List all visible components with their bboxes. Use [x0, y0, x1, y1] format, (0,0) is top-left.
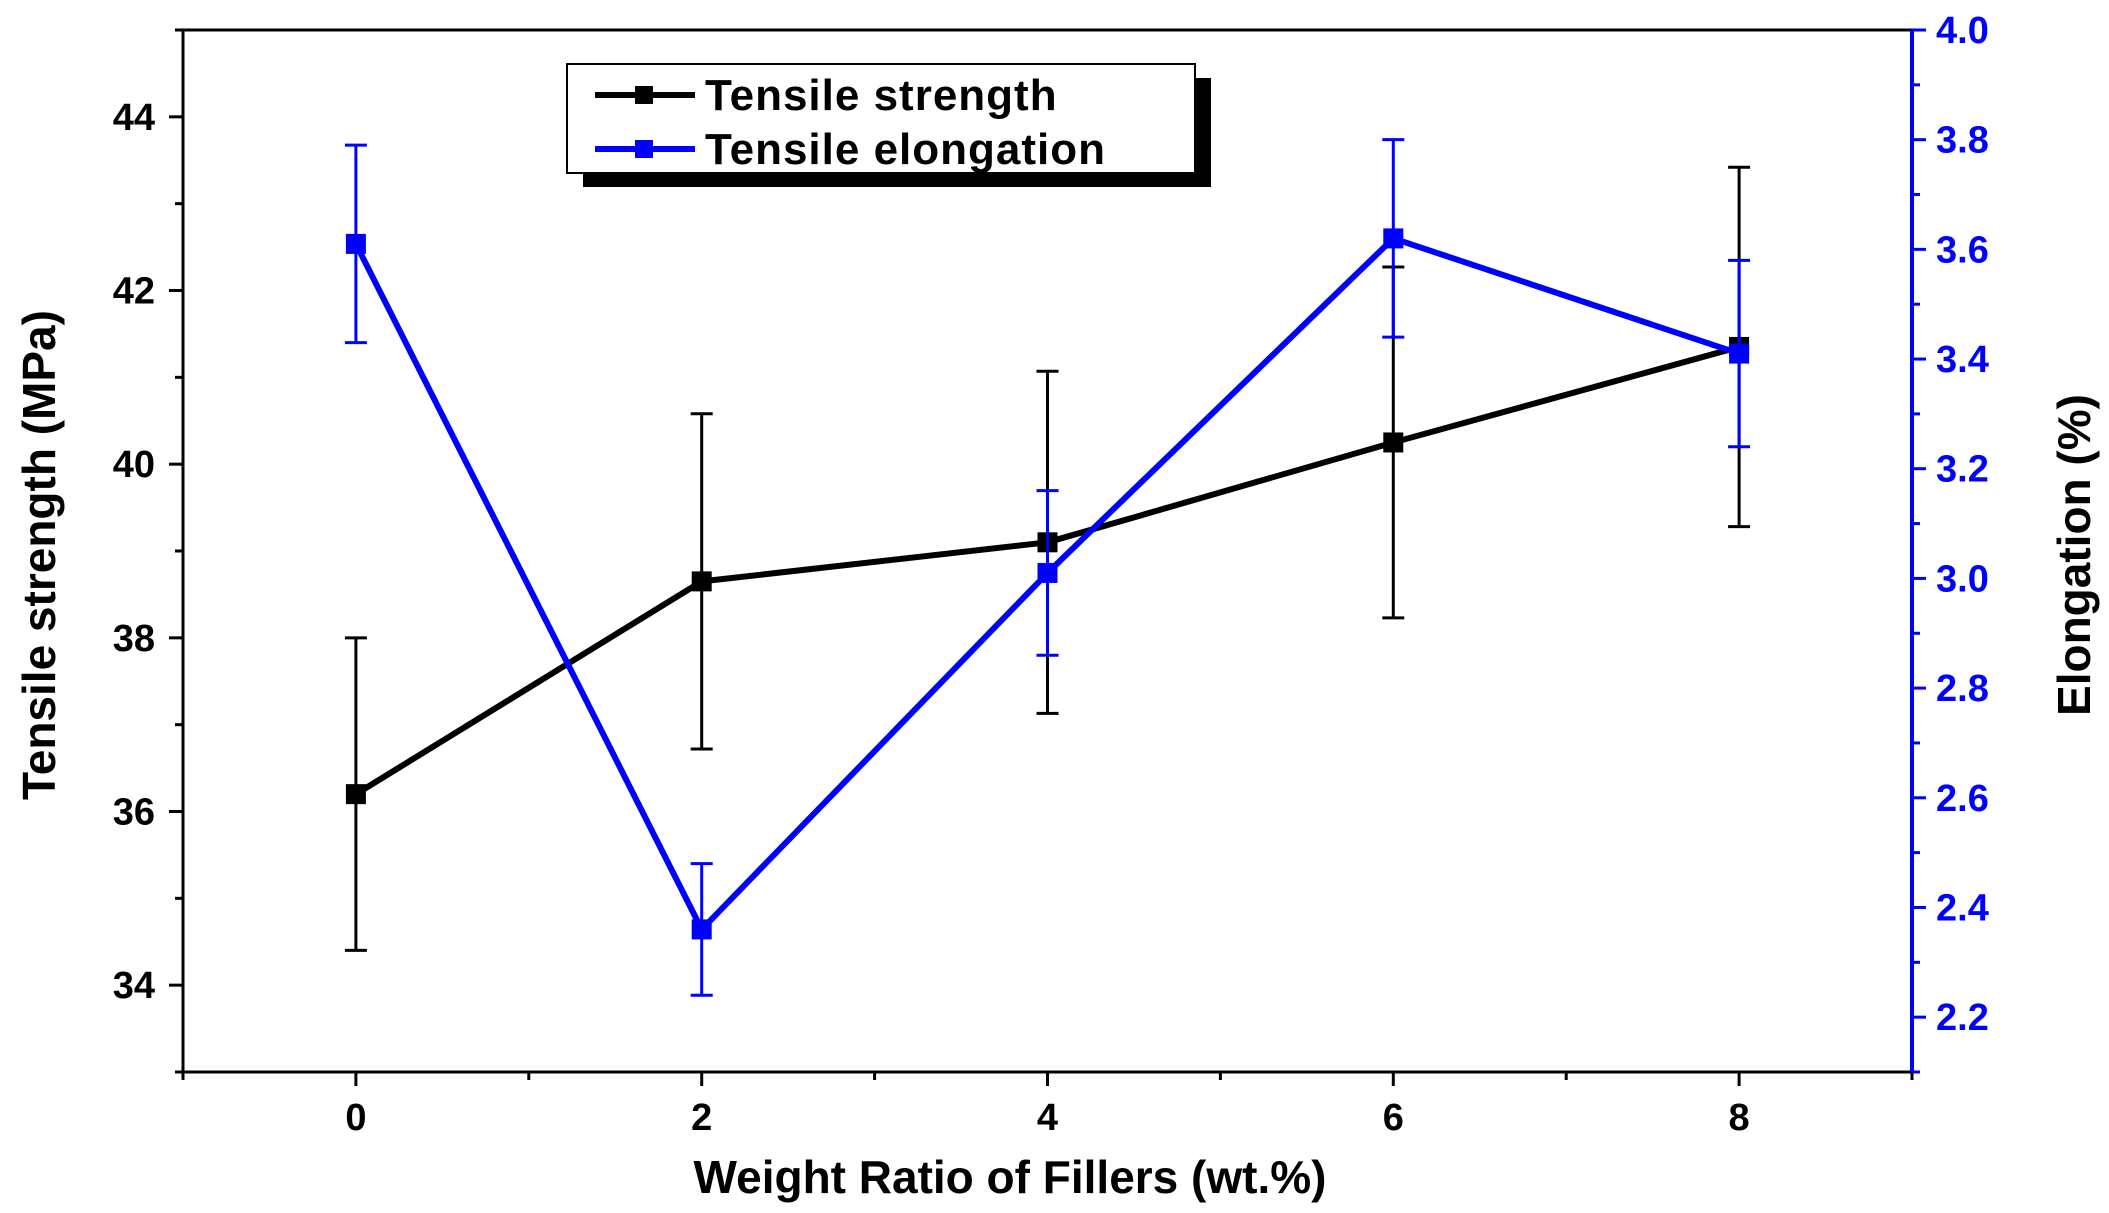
y-left-tick-label: 34	[113, 965, 155, 1007]
legend-label: Tensile strength	[705, 71, 1058, 120]
data-point	[691, 919, 712, 940]
y-left-tick-label: 38	[113, 618, 155, 660]
y-axis-left-title: Tensile strength (MPa)	[13, 310, 65, 800]
legend-marker	[635, 140, 653, 158]
legend: Tensile strength Tensile elongation	[566, 63, 1211, 187]
legend-marker	[635, 86, 653, 104]
y-right-tick-label: 3.6	[1936, 229, 1989, 271]
y-left-tick-label: 40	[113, 444, 155, 486]
x-tick-label: 4	[1037, 1097, 1058, 1139]
x-tick-label: 6	[1383, 1097, 1404, 1139]
x-axis-title: Weight Ratio of Fillers (wt.%)	[694, 1151, 1327, 1203]
data-point	[691, 571, 712, 592]
y-right-tick-label: 3.8	[1936, 120, 1989, 162]
y-right-tick-label: 2.2	[1936, 997, 1989, 1039]
data-point	[345, 233, 366, 254]
data-point	[1729, 343, 1750, 364]
data-point	[1037, 562, 1058, 583]
series-tensile-elongation	[344, 138, 1751, 997]
y-right-tick-label: 3.2	[1936, 449, 1989, 491]
x-tick-label: 2	[691, 1097, 712, 1139]
y-right-tick-label: 4.0	[1936, 10, 1989, 52]
data-point	[1383, 228, 1404, 249]
x-tick-label: 8	[1729, 1097, 1750, 1139]
y-right-tick-label: 3.4	[1936, 339, 1989, 381]
y-right-tick-label: 2.8	[1936, 668, 1989, 710]
y-right-tick-label: 2.4	[1936, 887, 1989, 929]
y-axis-right-title: Elongation (%)	[2048, 394, 2100, 716]
y-right-tick-label: 2.6	[1936, 778, 1989, 820]
y-left-tick-label: 44	[113, 97, 155, 139]
legend-label: Tensile elongation	[705, 125, 1106, 174]
data-point	[345, 784, 366, 805]
x-tick-label: 0	[345, 1097, 366, 1139]
y-right-tick-label: 3.0	[1936, 558, 1989, 600]
legend-box	[566, 63, 1196, 174]
data-point	[1383, 432, 1404, 453]
y-left-tick-label: 42	[113, 271, 155, 313]
y-left-tick-label: 36	[113, 792, 155, 834]
